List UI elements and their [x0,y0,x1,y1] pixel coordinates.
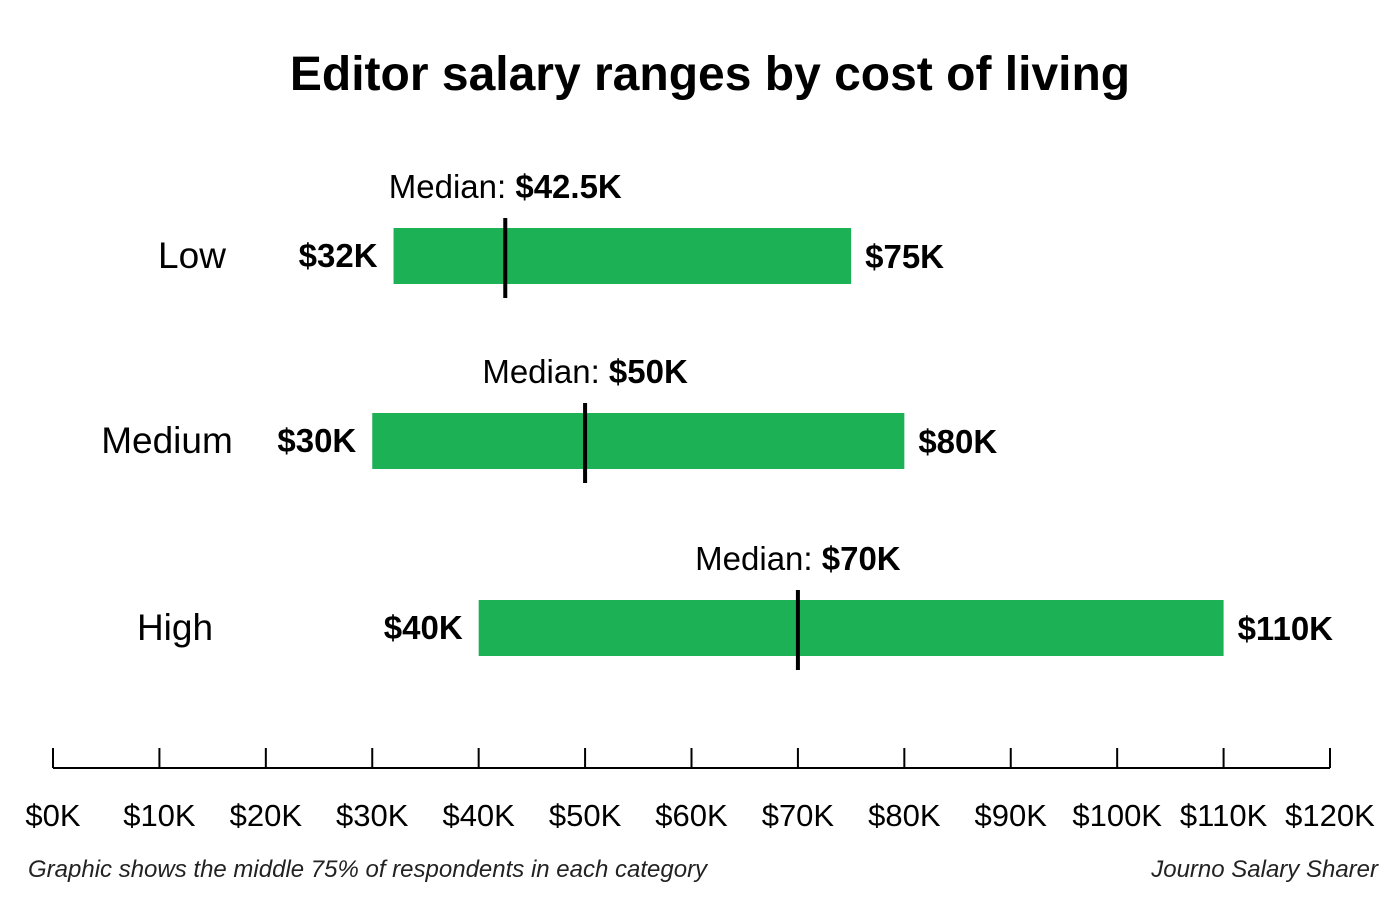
x-axis: $0K $10K $20K $30K $40K $50K $60K $70K $80K $90K $… [25,748,1375,833]
source-credit: Journo Salary Sharer [1150,856,1379,883]
x-tick-label: $10K [123,798,196,833]
footnote: Graphic shows the middle 75% of responde… [28,856,709,883]
x-tick-label: $60K [655,798,728,833]
x-tick-label: $30K [336,798,409,833]
median-label-low: Median: $42.5K [389,168,622,205]
range-high-label-low: $75K [865,238,944,275]
range-bar-medium [372,413,905,469]
median-value: $50K [609,353,688,390]
median-prefix: Median: [695,540,822,577]
x-tick-label: $90K [975,798,1048,833]
range-bar-low [393,228,852,284]
range-bar-high [478,600,1224,656]
x-tick-label: $110K [1180,798,1268,833]
x-tick-label: $20K [230,798,303,833]
category-label-low: Low [158,235,226,276]
category-label-high: High [137,607,213,648]
median-label-high: Median: $70K [695,540,901,577]
x-tick-label: $100K [1072,798,1162,833]
x-tick-label: $120K [1285,798,1375,833]
median-prefix: Median: [482,353,609,390]
range-high-label-medium: $80K [918,423,997,460]
range-low-label-medium: $30K [277,422,356,459]
chart-title: Editor salary ranges by cost of living [290,48,1130,101]
x-tick-label: $80K [868,798,941,833]
median-prefix: Median: [389,168,516,205]
range-bars-group: Low $32K $75K Median: $42.5K Medium $30K $80K M… [101,168,1333,670]
range-low-label-high: $40K [384,609,463,646]
x-tick-label: $0K [25,798,80,833]
x-tick-label: $70K [762,798,835,833]
median-label-medium: Median: $50K [482,353,688,390]
median-value: $70K [822,540,901,577]
x-tick-label: $40K [442,798,515,833]
range-low-label-low: $32K [299,237,378,274]
range-high-label-high: $110K [1238,610,1334,647]
median-value: $42.5K [515,168,622,205]
category-label-medium: Medium [101,420,233,461]
x-tick-label: $50K [549,798,622,833]
